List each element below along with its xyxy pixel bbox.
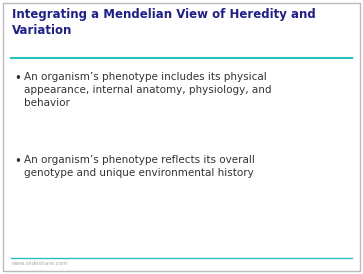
Text: •: •	[14, 72, 21, 85]
FancyBboxPatch shape	[3, 3, 360, 271]
Text: Integrating a Mendelian View of Heredity and
Variation: Integrating a Mendelian View of Heredity…	[12, 8, 316, 37]
Text: www.slideshare.com: www.slideshare.com	[12, 261, 69, 266]
Text: •: •	[14, 155, 21, 168]
Text: An organism’s phenotype reflects its overall
genotype and unique environmental h: An organism’s phenotype reflects its ove…	[24, 155, 255, 178]
Text: An organism’s phenotype includes its physical
appearance, internal anatomy, phys: An organism’s phenotype includes its phy…	[24, 72, 272, 109]
